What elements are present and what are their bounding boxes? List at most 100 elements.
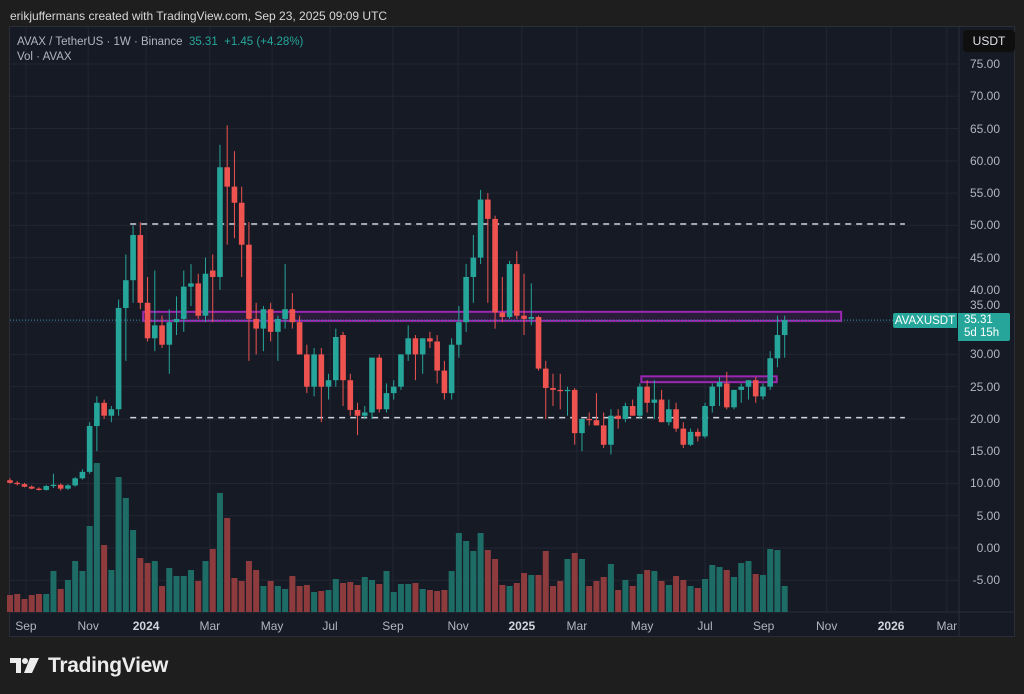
volume-bar [636,574,643,612]
volume-bar [694,588,701,612]
price-axis-label: 70.00 [969,89,1000,104]
candle-body [434,341,440,371]
volume-bar [35,594,42,612]
candle-body [774,335,781,359]
volume-bar [390,592,397,612]
time-axis-label: Sep [752,619,775,633]
price-axis-label: 75.00 [969,57,1000,72]
volume-bar [441,590,448,612]
candle-body [448,344,455,394]
volume-bar [151,561,158,612]
time-axis-label: Sep [15,619,37,633]
symbol-price-tag: AVAXUSDT [893,313,957,328]
volume-bar [361,577,368,612]
candle-body [615,415,621,419]
candle-body [115,307,122,410]
price-axis-label: 65.00 [969,121,1000,136]
candle-body [680,428,687,445]
volume-bar [188,570,194,612]
candle-body [398,354,404,387]
candle-body [159,325,165,345]
candle-body [296,322,303,355]
price-axis-label: -5.00 [972,573,1000,588]
price-axis-label: 50.00 [969,218,1000,233]
candle-body [253,318,259,329]
volume-bar [202,561,209,612]
candle-body [695,431,701,437]
candle-body [275,318,281,332]
volume-bar [506,586,513,612]
candle-body [354,409,361,416]
volume-bar [245,561,252,612]
time-axis-label: Mar [566,619,588,633]
candle-body [333,336,339,381]
volume-bar [72,561,79,612]
volume-bar [607,564,614,612]
tradingview-logo-icon [10,658,39,673]
volume-bar [528,575,535,612]
candle-body [557,389,564,392]
candle-body [456,322,462,345]
candle-body [304,354,310,387]
volume-bar [752,574,759,612]
candle-body [36,488,42,490]
volume-bar [180,576,187,612]
candle-body [535,316,542,369]
candle-body [137,235,144,303]
volume-bar [578,559,585,612]
volume-bar [296,586,303,612]
volume-bar [448,571,455,612]
candle-body [738,386,745,390]
candle-body [781,320,788,336]
candle-body [195,283,202,316]
volume-bar [731,577,737,612]
candle-body [644,386,650,403]
volume-bar [535,575,542,612]
candle-body [514,264,520,316]
time-axis-label: Jul [322,619,338,633]
candle-body [238,202,245,245]
current-price-tag: 35.31 5d 15h [958,313,1010,341]
candle-body [318,354,325,387]
currency-button[interactable]: USDT [963,30,1015,52]
volume-bar [311,592,318,612]
volume-bar [28,595,35,612]
candle-body [760,386,766,397]
volume-bar [615,590,622,612]
candle-body [188,283,194,287]
time-axis-label: Nov [816,619,838,633]
volume-bar [709,565,716,612]
volume-bar [477,533,484,612]
price-axis-label: 40.00 [969,282,1000,297]
volume-bar [586,586,593,612]
candle-body [152,325,158,339]
volume-bar [289,576,296,612]
candle-body [651,399,658,403]
volume-bar [723,570,730,612]
tradingview-logo[interactable]: TradingView [10,654,168,678]
volume-bar [513,583,520,612]
symbol-info[interactable]: AVAX / TetherUS · 1W · Binance [17,36,183,48]
candle-body [7,480,13,483]
price-axis-label: 35.00 [969,298,1000,312]
volume-bar [79,571,86,612]
volume-bar [93,463,100,612]
volume-bar [159,586,166,612]
volume-bar [101,545,108,612]
volume-legend[interactable]: Vol · AVAX [17,51,72,63]
candle-body [600,425,607,445]
candle-body [723,383,730,408]
volume-bar [57,589,64,612]
candle-body [441,370,448,394]
volume-bar [369,580,375,612]
candle-body [745,380,752,387]
time-axis-label: Nov [447,619,469,633]
chart-credit: erikjuffermans created with TradingView.… [10,9,388,23]
volume-bar [781,586,788,612]
current-price: 35.31 [964,314,993,326]
volume-bar [426,590,433,612]
volume-bar [405,584,412,612]
volume-bar [14,594,21,612]
price-axis-label: 20.00 [969,411,1000,426]
